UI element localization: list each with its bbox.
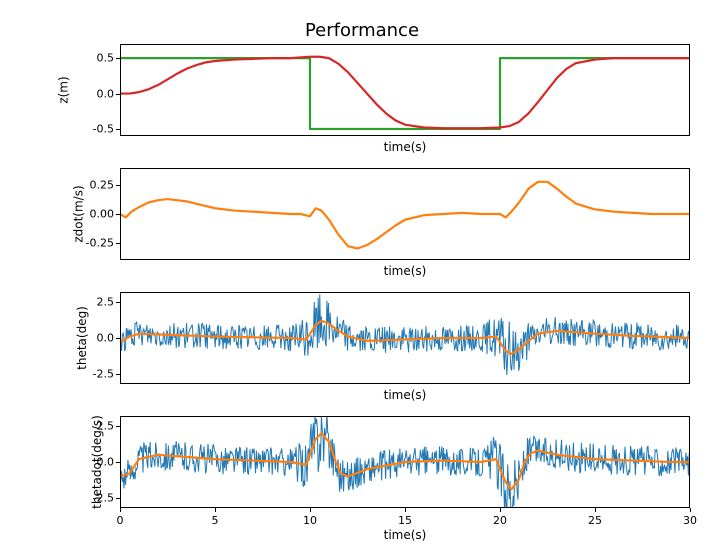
subplot-zdot: -0.250.000.25zdot(m/s)time(s) <box>120 168 690 260</box>
ylabel: zdot(m/s) <box>72 185 86 242</box>
xlabel: time(s) <box>384 264 427 278</box>
ytick-label: 2.5 <box>97 296 115 309</box>
ytick-label: 0.0 <box>97 87 115 100</box>
xtick-label: 0 <box>117 514 124 527</box>
xlabel: time(s) <box>384 388 427 402</box>
xtick-label: 5 <box>212 514 219 527</box>
ytick-label: 0.0 <box>97 332 115 345</box>
ytick-label: -2.5 <box>93 367 114 380</box>
ytick-label: 0.00 <box>90 208 115 221</box>
ylabel: theta(deg) <box>75 306 89 370</box>
xtick-label: 20 <box>493 514 507 527</box>
xtick-label: 15 <box>398 514 412 527</box>
subplot-z: -0.50.00.5z(m)time(s) <box>120 44 690 136</box>
axes-box <box>120 292 690 384</box>
figure-title: Performance <box>20 20 704 41</box>
xlabel: time(s) <box>384 528 427 542</box>
subplot-thetadot: -2.50.02.5051015202530thetadot(deg/s)tim… <box>120 416 690 508</box>
ytick-label: -0.5 <box>93 122 114 135</box>
ylabel: thetadot(deg/s) <box>90 415 104 509</box>
xlabel: time(s) <box>384 140 427 154</box>
xtick-label: 10 <box>303 514 317 527</box>
axes-box <box>120 44 690 136</box>
axes-box <box>120 416 690 508</box>
xtick-label: 25 <box>588 514 602 527</box>
performance-figure: Performance -0.50.00.5z(m)time(s)-0.250.… <box>20 20 704 532</box>
xtick-label: 30 <box>683 514 697 527</box>
subplot-theta: -2.50.02.5theta(deg)time(s) <box>120 292 690 384</box>
axes-box <box>120 168 690 260</box>
ylabel: z(m) <box>57 76 71 103</box>
ytick-label: 0.5 <box>97 52 115 65</box>
ytick-label: 0.25 <box>90 179 115 192</box>
ytick-label: -0.25 <box>86 236 114 249</box>
